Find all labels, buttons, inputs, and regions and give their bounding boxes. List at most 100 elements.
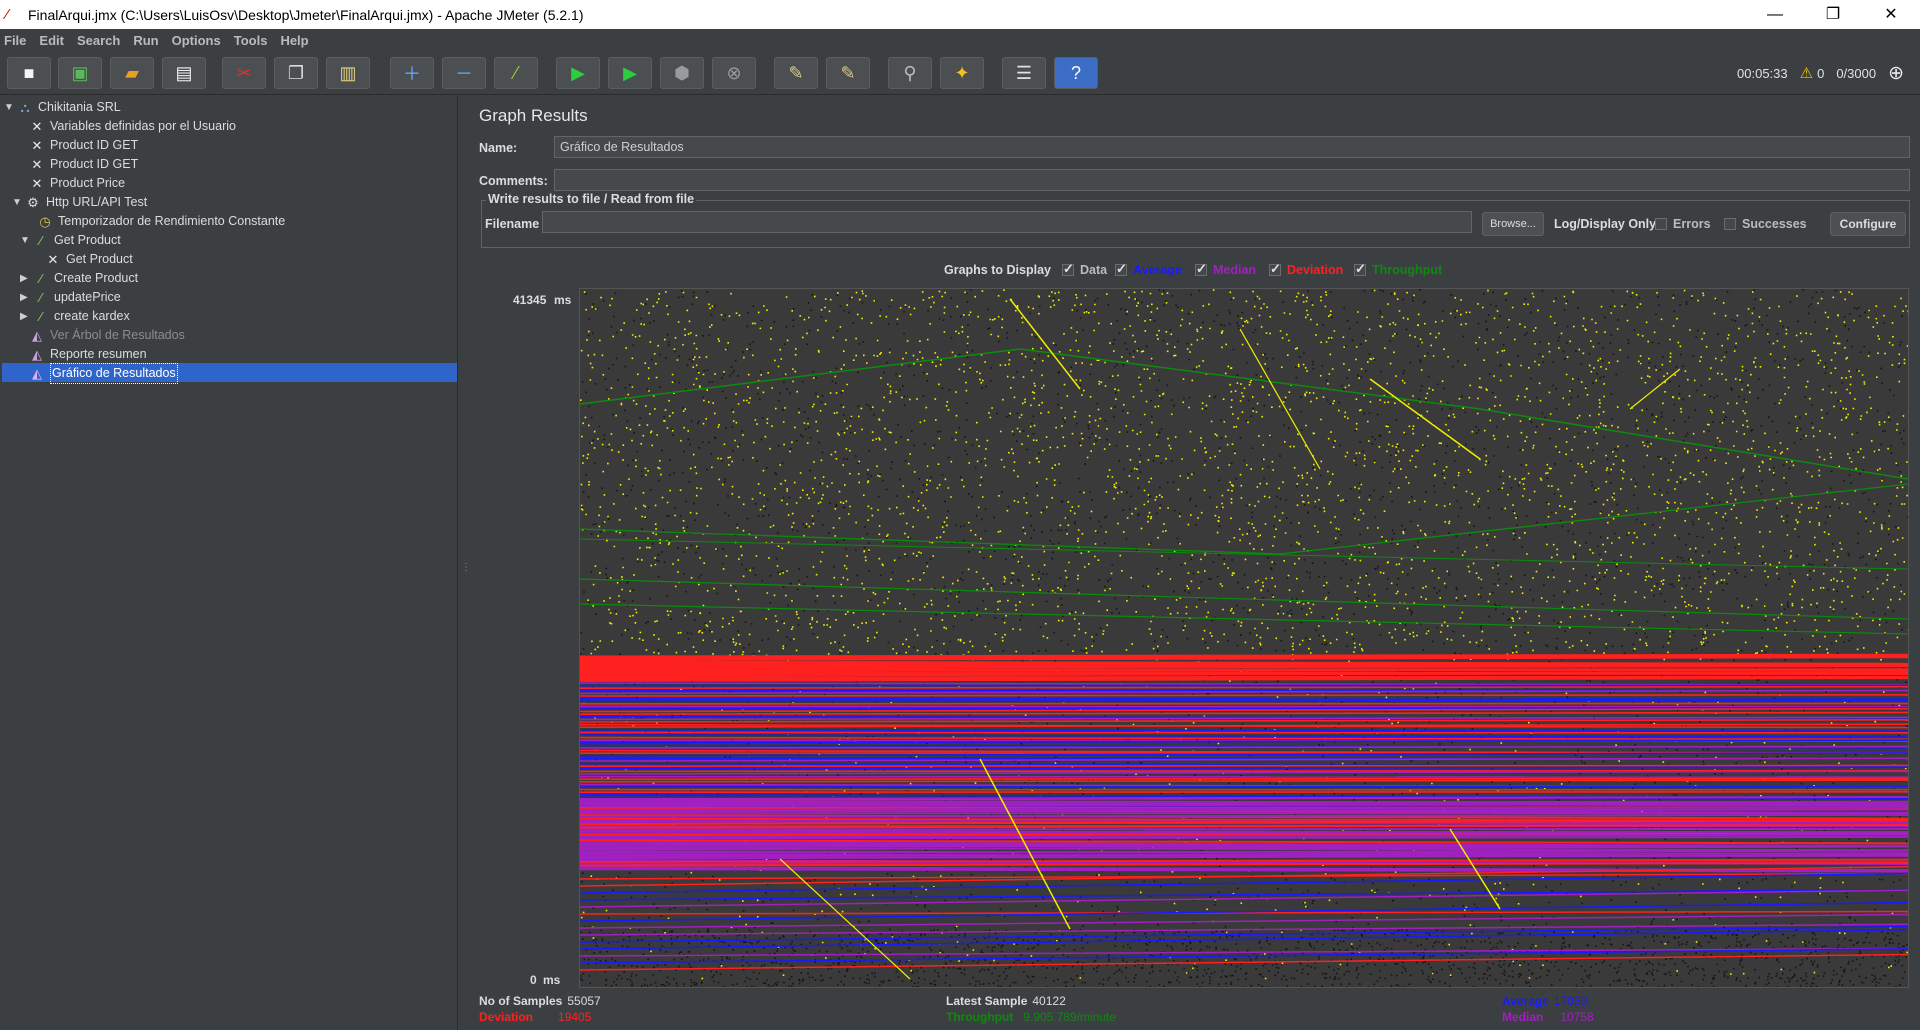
tree-node-update-price[interactable]: ▶ ⁄ updatePrice xyxy=(20,288,121,307)
lower-trend-line xyxy=(579,948,1909,964)
help-icon[interactable]: ? xyxy=(1054,57,1098,89)
tree-node-summary-report[interactable]: ◭ Reporte resumen xyxy=(16,345,147,364)
collapse-all-icon[interactable]: － xyxy=(442,57,486,89)
menu-options[interactable]: Options xyxy=(171,32,221,48)
stat-deviation: Deviation 19405 xyxy=(479,1010,591,1024)
configure-button[interactable]: Configure xyxy=(1830,212,1906,236)
tree-node-label: Temporizador de Rendimiento Constante xyxy=(58,214,286,228)
tree-node-create-product[interactable]: ▶ ⁄ Create Product xyxy=(20,269,138,288)
errors-label: Errors xyxy=(1673,217,1711,231)
config-icon: ✕ xyxy=(47,252,59,267)
tree-node-chikitania-srl[interactable]: ▼ ⛬ Chikitania SRL xyxy=(4,98,121,117)
start-no-pauses-icon[interactable]: ▶ xyxy=(608,57,652,89)
toggle-icon[interactable]: ⁄ xyxy=(494,57,538,89)
save-icon[interactable]: ▤ xyxy=(162,57,206,89)
paste-icon[interactable]: ▥ xyxy=(326,57,370,89)
config-icon: ✕ xyxy=(31,157,43,172)
tree-node-product-id-get-1[interactable]: ✕ Product ID GET xyxy=(16,136,139,155)
deviation-checkbox-box[interactable] xyxy=(1269,261,1281,277)
cut-icon[interactable]: ✂ xyxy=(222,57,266,89)
menu-search[interactable]: Search xyxy=(76,32,121,48)
menu-edit[interactable]: Edit xyxy=(39,32,64,48)
band-line xyxy=(579,682,1909,686)
band-line xyxy=(579,689,1909,695)
clear-all-icon[interactable]: ✎ xyxy=(826,57,870,89)
y-axis-max-unit: ms xyxy=(554,293,572,307)
expand-toggle-icon[interactable]: ▶ xyxy=(20,273,28,284)
deviation-checkbox[interactable]: Deviation xyxy=(1269,261,1344,278)
jmeter-feather-icon: ⁄ xyxy=(6,6,9,23)
graphs-to-display-label: Graphs to Display xyxy=(944,263,1051,277)
median-checkbox[interactable]: Median xyxy=(1195,261,1256,278)
tree-node-constant-throughput-timer[interactable]: ◷ Temporizador de Rendimiento Constante xyxy=(24,212,285,231)
expand-all-icon[interactable]: ＋ xyxy=(390,57,434,89)
band-line xyxy=(579,723,1909,729)
expand-toggle-icon[interactable]: ▶ xyxy=(20,292,28,303)
tree-node-create-kardex[interactable]: ▶ ⁄ create kardex xyxy=(20,307,130,326)
errors-checkbox-box[interactable] xyxy=(1655,218,1667,230)
remote-globe-icon[interactable]: ⊕ xyxy=(1888,62,1904,84)
tree-node-get-product-sampler[interactable]: ▼ ⁄ Get Product xyxy=(20,231,121,250)
graph-canvas xyxy=(579,288,1910,989)
tree-node-http-url-api-test[interactable]: ▼ ⚙ Http URL/API Test xyxy=(12,193,147,212)
median-band-line xyxy=(579,845,1909,851)
filename-input[interactable] xyxy=(542,211,1472,233)
average-checkbox-box[interactable] xyxy=(1115,261,1127,277)
menu-tools[interactable]: Tools xyxy=(233,32,268,48)
stat-average-value: 17050 xyxy=(1553,994,1588,1008)
tree-node-view-results-tree[interactable]: ◭ Ver Árbol de Resultados xyxy=(16,326,185,345)
menu-run[interactable]: Run xyxy=(133,32,159,48)
copy-icon[interactable]: ❐ xyxy=(274,57,318,89)
median-band-line xyxy=(579,819,1909,826)
average-checkbox[interactable]: Average xyxy=(1115,261,1182,278)
function-helper-icon[interactable]: ☰ xyxy=(1002,57,1046,89)
band-line xyxy=(579,764,1909,768)
collapse-toggle-icon[interactable]: ▼ xyxy=(12,197,22,208)
collapse-toggle-icon[interactable]: ▼ xyxy=(20,235,30,246)
new-icon[interactable]: ■ xyxy=(7,57,51,89)
search-icon[interactable]: ⚲ xyxy=(888,57,932,89)
tree-node-product-id-get-2[interactable]: ✕ Product ID GET xyxy=(16,155,139,174)
start-icon[interactable]: ▶ xyxy=(556,57,600,89)
lower-trend-line xyxy=(579,953,1909,971)
data-checkbox-box[interactable] xyxy=(1062,261,1074,277)
tree-node-graph-results[interactable]: ◭ Gráfico de Resultados xyxy=(16,363,178,384)
tree-selection-highlight xyxy=(2,363,457,382)
tree-node-user-variables[interactable]: ✕ Variables definidas por el Usuario xyxy=(16,117,236,136)
expand-toggle-icon[interactable]: ▶ xyxy=(20,311,28,322)
successes-checkbox-box[interactable] xyxy=(1724,218,1736,230)
reset-search-icon[interactable]: ✦ xyxy=(940,57,984,89)
deviation-label: Deviation xyxy=(1287,263,1344,277)
median-checkbox-box[interactable] xyxy=(1195,261,1207,277)
open-icon[interactable]: ▰ xyxy=(110,57,154,89)
tree-node-label: Chikitania SRL xyxy=(38,100,121,114)
restore-button[interactable]: ❐ xyxy=(1825,6,1841,23)
browse-button[interactable]: Browse... xyxy=(1482,212,1544,236)
successes-checkbox[interactable]: Successes xyxy=(1724,216,1807,232)
band-line xyxy=(579,664,1909,669)
errors-checkbox[interactable]: Errors xyxy=(1655,216,1711,232)
median-band-line xyxy=(579,839,1909,845)
stop-icon[interactable]: ⬢ xyxy=(660,57,704,89)
tree-node-get-product-config[interactable]: ✕ Get Product xyxy=(32,250,133,269)
split-pane-divider[interactable]: ⋮ xyxy=(459,96,471,1030)
name-input[interactable] xyxy=(554,136,1910,158)
close-button[interactable]: ✕ xyxy=(1884,6,1898,23)
comments-input[interactable] xyxy=(554,169,1910,191)
shutdown-icon[interactable]: ⊗ xyxy=(712,57,756,89)
lower-trend-line xyxy=(579,872,1909,894)
tree-node-label: Get Product xyxy=(54,233,121,247)
data-checkbox[interactable]: Data xyxy=(1062,261,1107,278)
warning-icon[interactable]: ⚠ xyxy=(1799,65,1814,82)
templates-icon[interactable]: ▣ xyxy=(58,57,102,89)
collapse-toggle-icon[interactable]: ▼ xyxy=(4,102,14,113)
menu-file[interactable]: File xyxy=(4,32,27,48)
minimize-button[interactable]: — xyxy=(1767,6,1783,23)
tree-node-product-price[interactable]: ✕ Product Price xyxy=(16,174,125,193)
throughput-checkbox[interactable]: Throughput xyxy=(1354,261,1442,278)
average-label: Average xyxy=(1133,263,1182,277)
clear-icon[interactable]: ✎ xyxy=(774,57,818,89)
menu-help[interactable]: Help xyxy=(280,32,309,48)
lower-trend-line xyxy=(579,910,1909,915)
throughput-checkbox-box[interactable] xyxy=(1354,261,1366,277)
